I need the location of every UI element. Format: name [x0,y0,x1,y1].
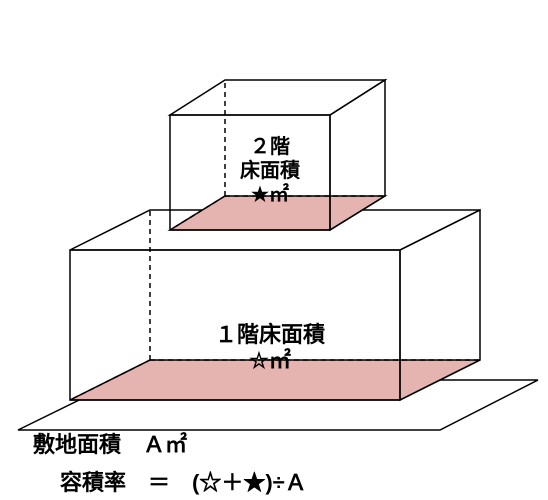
floor2-line1: ２階 [210,135,330,159]
floor2-label: ２階 床面積 ★㎡ [210,135,330,207]
floor1-line1: １階床面積 [160,322,380,348]
diagram-container: ２階 床面積 ★㎡ １階床面積 ☆㎡ 敷地面積 Ａ㎡ 容積率 ＝ (☆＋★)÷Ａ [0,0,548,500]
isometric-drawing [0,0,548,500]
floor1-line2: ☆㎡ [160,348,380,374]
floor2-line2: 床面積 [210,159,330,183]
floor2-line3: ★㎡ [210,183,330,207]
floor1-label: １階床面積 ☆㎡ [160,322,380,375]
site-label: 敷地面積 Ａ㎡ [33,432,187,458]
formula: 容積率 ＝ (☆＋★)÷Ａ [60,465,307,497]
